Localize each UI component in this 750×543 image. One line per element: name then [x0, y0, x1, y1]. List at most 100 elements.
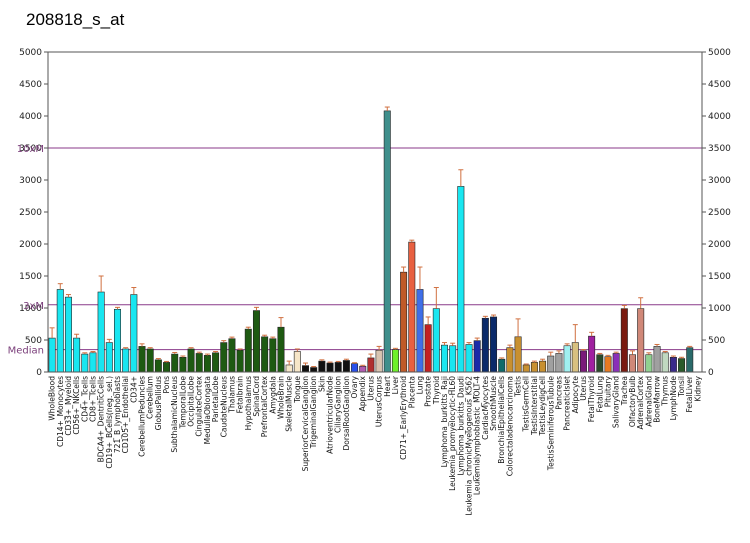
- bar: [473, 340, 481, 373]
- reference-lines: 10xM 3xM Median: [8, 144, 702, 357]
- x-tick-label: Pituitary: [603, 375, 612, 407]
- bar: [228, 338, 236, 373]
- x-tick-label: Colorectaladenocarcinoma: [505, 376, 514, 476]
- reference-line-label: 10xM: [17, 144, 44, 155]
- x-tick-label: FetalThyroid: [587, 376, 596, 423]
- left-y-axis: 0 500 1000 1500 2000 2500 3000 3500 4000 4500 5000: [19, 48, 48, 378]
- x-tick-label: Thymus: [661, 376, 670, 407]
- bar: [498, 358, 506, 373]
- x-tick-label: Fetalbrain: [236, 376, 245, 414]
- x-tick-label: SmoothMuscle: [489, 376, 498, 431]
- bar: [391, 349, 399, 373]
- x-tick-label: CD71+_EarlyErythroid: [399, 376, 408, 460]
- bar: [629, 354, 637, 373]
- x-tick-label: WholeBlood: [48, 376, 57, 421]
- x-tick-label: CingulateCortex: [195, 375, 204, 436]
- bar: [359, 365, 367, 373]
- bar: [530, 362, 538, 373]
- bar: [522, 364, 530, 373]
- x-tick-label: Skin: [317, 376, 326, 392]
- x-tick-label: Leukemia_promyelocytic-HL60: [448, 376, 457, 491]
- chart-title: 208818_s_at: [26, 10, 125, 29]
- left-tick-label: 1500: [19, 272, 42, 282]
- x-tick-label: Testis: [514, 376, 523, 398]
- bar: [138, 346, 146, 373]
- x-tick-label: SuperiorCervicalGanglion: [301, 376, 310, 472]
- x-tick-label: PrefrontalCortex: [260, 375, 269, 437]
- bar: [56, 289, 64, 373]
- left-tick-label: 4000: [19, 112, 42, 122]
- left-tick-label: 3500: [19, 144, 42, 154]
- x-tick-label: FetalLiver: [685, 375, 694, 412]
- x-tick-label: TestisInterstitial: [530, 376, 539, 436]
- bar: [408, 241, 416, 373]
- x-tick-label: CD33+_Myeloid: [64, 376, 73, 436]
- x-tick-label: GlobusPallidus: [154, 376, 163, 430]
- bar: [113, 308, 121, 373]
- bar: [203, 355, 211, 373]
- bar: [645, 354, 653, 373]
- x-tick-label: TrigeminalGanglion: [309, 376, 318, 450]
- bar: [563, 345, 571, 373]
- bar: [326, 362, 334, 373]
- x-tick-label: Leukemialymphoblastic_MOLT-4: [473, 376, 482, 495]
- bar: [457, 186, 465, 373]
- bar: [48, 337, 56, 373]
- right-tick-label: 4000: [708, 112, 731, 122]
- bar: [293, 351, 301, 373]
- x-tick-label: MedullaOblongata: [203, 376, 212, 444]
- x-tick-label: Trachea: [620, 376, 629, 406]
- x-tick-label: Placenta: [407, 376, 416, 408]
- reference-line-label: Median: [8, 346, 44, 357]
- bar: [449, 345, 457, 373]
- bar: [269, 338, 277, 373]
- bar: [596, 354, 604, 373]
- x-tick-label: Adipocyte: [571, 376, 580, 414]
- left-tick-label: 2500: [19, 208, 42, 218]
- left-tick-label: 4500: [19, 80, 42, 90]
- bar: [212, 352, 220, 373]
- right-tick-label: 3500: [708, 144, 731, 154]
- x-tick-label: CD8+_Tcells: [88, 376, 97, 422]
- bar: [89, 352, 97, 373]
- bar: [506, 347, 514, 373]
- left-tick-label: 5000: [19, 48, 42, 58]
- bar: [678, 358, 686, 373]
- x-tick-label: ParietalLobe: [211, 376, 220, 423]
- bar: [669, 356, 677, 373]
- bar: [64, 296, 72, 373]
- bar: [620, 308, 628, 373]
- x-tick-label: Liver: [391, 375, 400, 394]
- bar: [653, 346, 661, 373]
- x-tick-label: Hypothalamus: [244, 376, 253, 430]
- plot-frame: [47, 51, 703, 373]
- x-tick-label: TemporalLobe: [178, 376, 187, 430]
- bar: [179, 356, 187, 373]
- bar: [105, 342, 113, 373]
- error-bars: [49, 106, 693, 368]
- bar: [220, 342, 228, 373]
- x-tick-label: CD14+_Monocytes: [56, 376, 65, 447]
- bar: [547, 355, 555, 373]
- bar: [81, 353, 89, 373]
- x-tick-label: FetalLung: [595, 376, 604, 413]
- x-tick-label: Uterus: [366, 376, 375, 401]
- right-tick-label: 1000: [708, 304, 731, 314]
- bar: [277, 326, 285, 373]
- bar: [375, 349, 383, 373]
- x-tick-label: Kidney: [693, 375, 702, 401]
- x-tick-label: AdrenalGland: [644, 376, 653, 427]
- bar: [334, 362, 342, 373]
- bar: [416, 289, 424, 373]
- x-tick-label: WholeBrain: [276, 376, 285, 419]
- bar: [342, 360, 350, 373]
- x-tick-label: Lung: [415, 376, 424, 395]
- x-tick-label: BDCA4+_DentriticCells: [97, 376, 106, 463]
- bar: [424, 324, 432, 373]
- bar: [146, 348, 154, 373]
- x-axis-labels: WholeBlood CD14+_Monocytes CD33+_Myeloid CD…: [48, 375, 703, 516]
- bar: [481, 317, 489, 373]
- x-tick-label: CD105+_Endothelial: [121, 376, 130, 453]
- bar: [661, 352, 669, 373]
- x-tick-label: TestisGermCell: [522, 376, 531, 432]
